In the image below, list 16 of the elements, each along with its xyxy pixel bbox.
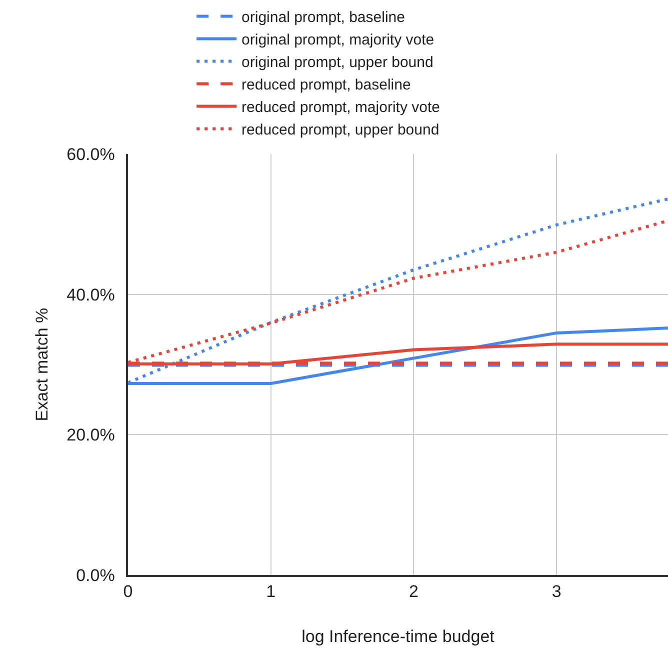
y-tick-label: 40.0% (66, 285, 115, 304)
legend-label: reduced prompt, majority vote (242, 99, 440, 116)
legend-label: reduced prompt, baseline (242, 76, 411, 94)
y-axis-title: Exact match % (32, 308, 52, 422)
legend-label: original prompt, upper bound (242, 54, 434, 72)
legend-label: original prompt, majority vote (242, 32, 434, 49)
x-tick-label: 0 (123, 582, 133, 602)
x-tick-label: 3 (552, 582, 562, 602)
x-tick-label: 2 (408, 582, 418, 602)
x-axis-title: log Inference-time budget (302, 627, 495, 646)
y-tick-label: 20.0% (66, 426, 115, 445)
y-tick-label: 60.0% (66, 145, 115, 164)
x-tick-label: 1 (266, 582, 276, 602)
y-tick-label: 0.0% (76, 566, 115, 585)
legend-label: original prompt, baseline (242, 9, 405, 26)
legend-label: reduced prompt, upper bound (242, 122, 440, 139)
